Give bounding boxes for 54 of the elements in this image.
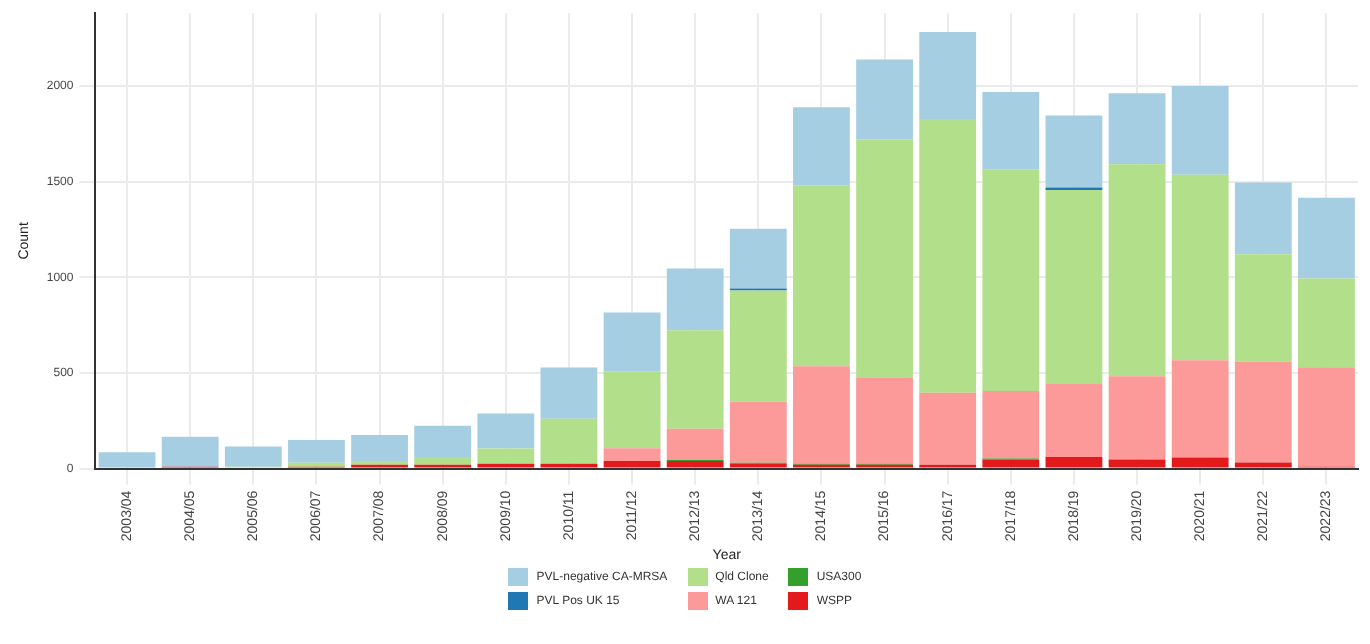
- bar: [98, 452, 156, 468]
- bar: [1234, 361, 1292, 463]
- bar: [1171, 85, 1229, 175]
- bar: [1045, 190, 1103, 385]
- bar: [982, 459, 1040, 468]
- bar: [666, 428, 724, 460]
- bar: [856, 139, 913, 379]
- bar: [1108, 164, 1166, 377]
- bar: [1234, 182, 1292, 255]
- bar: [477, 413, 535, 449]
- bar: [793, 107, 850, 186]
- bar: [224, 446, 282, 467]
- bar: [793, 366, 850, 464]
- bar: [1171, 457, 1229, 468]
- bar: [982, 390, 1040, 459]
- bar: [603, 371, 661, 449]
- bar: [856, 378, 913, 464]
- bar: [161, 436, 219, 467]
- bar: [666, 268, 724, 331]
- bar: [414, 457, 472, 465]
- bar: [540, 367, 598, 419]
- bar: [351, 434, 408, 461]
- bar: [1045, 115, 1103, 188]
- bar: [1108, 93, 1166, 165]
- bar: [1298, 278, 1355, 368]
- bar: [603, 312, 661, 372]
- bar: [603, 460, 661, 468]
- bar: [414, 425, 472, 458]
- bar: [1298, 367, 1355, 467]
- bar: [919, 119, 977, 393]
- bar: [793, 185, 850, 367]
- bar: [540, 418, 598, 464]
- bar: [1298, 197, 1355, 279]
- bar: [729, 228, 787, 289]
- bar: [666, 460, 724, 468]
- bar: [729, 401, 787, 463]
- bar: [982, 92, 1040, 170]
- bar: [603, 448, 661, 461]
- bar: [919, 392, 977, 465]
- bar: [1171, 360, 1229, 458]
- bar: [1234, 254, 1292, 362]
- bar: [1108, 376, 1166, 460]
- bar: [1108, 459, 1166, 468]
- bar: [1045, 457, 1103, 468]
- bar: [666, 330, 724, 429]
- bar: [1171, 174, 1229, 361]
- bar: [477, 448, 535, 464]
- bar: [856, 59, 913, 140]
- bar: [1045, 384, 1103, 458]
- bar: [729, 290, 787, 402]
- bar: [288, 439, 345, 463]
- bar: [982, 169, 1040, 391]
- bar: [1234, 462, 1292, 468]
- bar: [919, 31, 977, 120]
